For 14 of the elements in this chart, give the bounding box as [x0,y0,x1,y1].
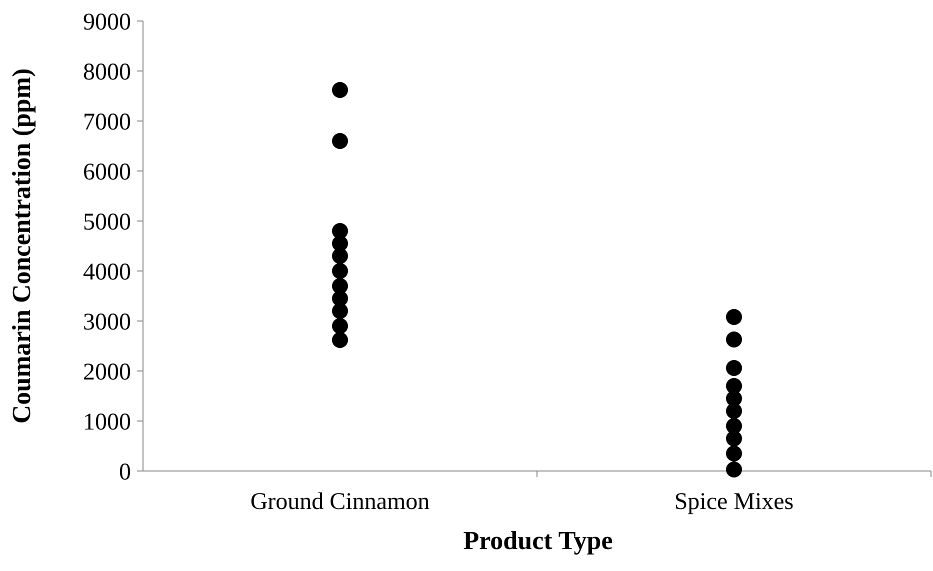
x-tick-label: Spice Mixes [674,489,794,515]
y-tick-label: 3000 [83,309,131,336]
y-tick-label: 8000 [83,59,131,86]
y-tick-label: 6000 [83,159,131,186]
y-tick-label: 5000 [83,209,131,236]
y-tick-label: 2000 [83,359,131,386]
y-tick-label: 1000 [83,409,131,436]
y-axis-title: Coumarin Concentration (ppm) [7,68,36,424]
x-tick-label: Ground Cinnamon [250,489,430,515]
y-tick-label: 7000 [83,109,131,136]
x-axis-title: Product Type [463,526,613,555]
y-tick-label: 9000 [83,9,131,36]
y-tick-label: 0 [119,459,131,486]
y-tick-label: 4000 [83,259,131,286]
